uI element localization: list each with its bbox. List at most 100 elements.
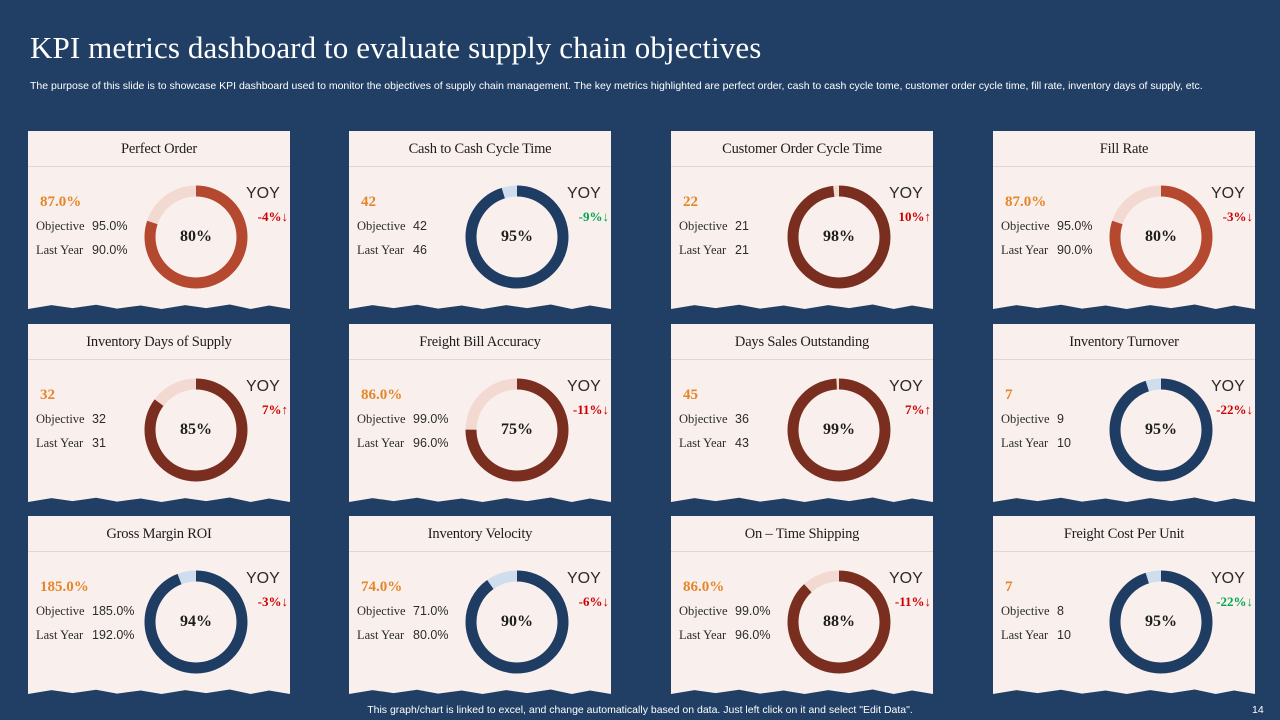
donut-chart bbox=[465, 570, 569, 674]
kpi-card: Inventory Velocity 74.0% Objective 71.0% Las… bbox=[349, 516, 611, 694]
donut-percentage: 85% bbox=[180, 421, 212, 438]
kpi-value: 87.0% bbox=[1005, 194, 1047, 210]
kpi-card-title: Inventory Turnover bbox=[993, 324, 1255, 360]
yoy-change: -11%↓ bbox=[881, 594, 931, 610]
kpi-card-title: Inventory Days of Supply bbox=[28, 324, 290, 360]
last-year-label: Last Year bbox=[357, 436, 405, 450]
yoy-change-value: -9% bbox=[578, 209, 603, 224]
kpi-card-title: Perfect Order bbox=[28, 131, 290, 167]
yoy-change-value: -4% bbox=[257, 209, 282, 224]
yoy-label: YOY bbox=[567, 378, 601, 395]
donut-arc bbox=[787, 185, 891, 289]
arrow-down-icon: ↓ bbox=[924, 594, 932, 609]
arrow-up-icon: ↑ bbox=[924, 402, 932, 417]
donut-arc bbox=[1109, 185, 1213, 289]
yoy-label: YOY bbox=[246, 570, 280, 587]
last-year-value: 46 bbox=[413, 243, 427, 257]
donut-percentage: 80% bbox=[1145, 228, 1177, 245]
kpi-card: Days Sales Outstanding 45 Objective 36 Last … bbox=[671, 324, 933, 502]
donut-arc bbox=[787, 570, 891, 674]
donut-arc bbox=[144, 378, 248, 482]
last-year-value: 96.0% bbox=[735, 628, 771, 642]
last-year-label: Last Year bbox=[36, 243, 84, 257]
donut-chart bbox=[1109, 378, 1213, 482]
objective-value: 42 bbox=[413, 219, 427, 233]
last-year-value: 31 bbox=[92, 436, 106, 450]
yoy-change-value: -3% bbox=[1222, 209, 1247, 224]
kpi-value: 86.0% bbox=[361, 387, 403, 403]
last-year-label: Last Year bbox=[679, 436, 727, 450]
yoy-change-value: -11% bbox=[572, 402, 603, 417]
donut-arc bbox=[1109, 570, 1213, 674]
donut-arc bbox=[144, 185, 248, 289]
kpi-card-title: Freight Cost Per Unit bbox=[993, 516, 1255, 552]
donut-chart bbox=[144, 378, 248, 482]
kpi-value: 32 bbox=[40, 387, 55, 403]
objective-label: Objective bbox=[357, 219, 406, 233]
yoy-label: YOY bbox=[567, 570, 601, 587]
yoy-label: YOY bbox=[1211, 570, 1245, 587]
last-year-value: 90.0% bbox=[1057, 243, 1093, 257]
last-year-value: 90.0% bbox=[92, 243, 128, 257]
arrow-down-icon: ↓ bbox=[602, 209, 610, 224]
kpi-card: Inventory Days of Supply 32 Objective 32 Las… bbox=[28, 324, 290, 502]
donut-chart bbox=[787, 378, 891, 482]
yoy-change-value: 10% bbox=[898, 209, 925, 224]
yoy-change-value: 7% bbox=[905, 402, 925, 417]
yoy-label: YOY bbox=[246, 378, 280, 395]
kpi-card-title: Inventory Velocity bbox=[349, 516, 611, 552]
donut-arc bbox=[465, 570, 569, 674]
yoy-change: 7%↑ bbox=[881, 402, 931, 418]
objective-value: 36 bbox=[735, 412, 749, 426]
donut-chart bbox=[787, 570, 891, 674]
objective-value: 9 bbox=[1057, 412, 1064, 426]
last-year-value: 192.0% bbox=[92, 628, 135, 642]
last-year-label: Last Year bbox=[36, 628, 84, 642]
kpi-card: Perfect Order 87.0% Objective 95.0% Last Yea… bbox=[28, 131, 290, 309]
kpi-value: 185.0% bbox=[40, 579, 89, 595]
yoy-change: -6%↓ bbox=[559, 594, 609, 610]
objective-label: Objective bbox=[679, 604, 728, 618]
last-year-label: Last Year bbox=[357, 628, 405, 642]
last-year-label: Last Year bbox=[1001, 628, 1049, 642]
objective-label: Objective bbox=[357, 412, 406, 426]
donut-percentage: 95% bbox=[1145, 613, 1177, 630]
objective-label: Objective bbox=[36, 604, 85, 618]
donut-chart bbox=[1109, 570, 1213, 674]
arrow-up-icon: ↑ bbox=[924, 209, 932, 224]
kpi-card: Freight Bill Accuracy 86.0% Objective 99.0%… bbox=[349, 324, 611, 502]
kpi-card: On – Time Shipping 86.0% Objective 99.0% Las… bbox=[671, 516, 933, 694]
objective-value: 95.0% bbox=[1057, 219, 1093, 233]
objective-value: 71.0% bbox=[413, 604, 449, 618]
page-title: KPI metrics dashboard to evaluate supply… bbox=[30, 30, 762, 65]
yoy-label: YOY bbox=[1211, 378, 1245, 395]
donut-percentage: 98% bbox=[823, 228, 855, 245]
donut-percentage: 99% bbox=[823, 421, 855, 438]
yoy-change: -9%↓ bbox=[559, 209, 609, 225]
donut-arc bbox=[787, 378, 891, 482]
kpi-card-title: Customer Order Cycle Time bbox=[671, 131, 933, 167]
arrow-down-icon: ↓ bbox=[602, 594, 610, 609]
objective-label: Objective bbox=[679, 412, 728, 426]
objective-value: 99.0% bbox=[413, 412, 449, 426]
yoy-change: -11%↓ bbox=[559, 402, 609, 418]
yoy-change: -3%↓ bbox=[238, 594, 288, 610]
last-year-label: Last Year bbox=[1001, 436, 1049, 450]
footer-note: This graph/chart is linked to excel, and… bbox=[367, 704, 913, 716]
kpi-card: Freight Cost Per Unit 7 Objective 8 Last Yea… bbox=[993, 516, 1255, 694]
kpi-value: 87.0% bbox=[40, 194, 82, 210]
yoy-change: 10%↑ bbox=[881, 209, 932, 225]
last-year-value: 43 bbox=[735, 436, 749, 450]
kpi-card-title: Gross Margin ROI bbox=[28, 516, 290, 552]
yoy-change: -22%↓ bbox=[1203, 402, 1253, 418]
donut-arc bbox=[465, 185, 569, 289]
donut-chart bbox=[787, 185, 891, 289]
kpi-card: Inventory Turnover 7 Objective 9 Last Year 10… bbox=[993, 324, 1255, 502]
objective-value: 95.0% bbox=[92, 219, 128, 233]
kpi-card-title: Cash to Cash Cycle Time bbox=[349, 131, 611, 167]
donut-chart bbox=[465, 378, 569, 482]
last-year-value: 80.0% bbox=[413, 628, 449, 642]
yoy-change-value: -11% bbox=[894, 594, 925, 609]
yoy-change: -4%↓ bbox=[238, 209, 288, 225]
page-subtitle: The purpose of this slide is to showcase… bbox=[30, 80, 1203, 92]
